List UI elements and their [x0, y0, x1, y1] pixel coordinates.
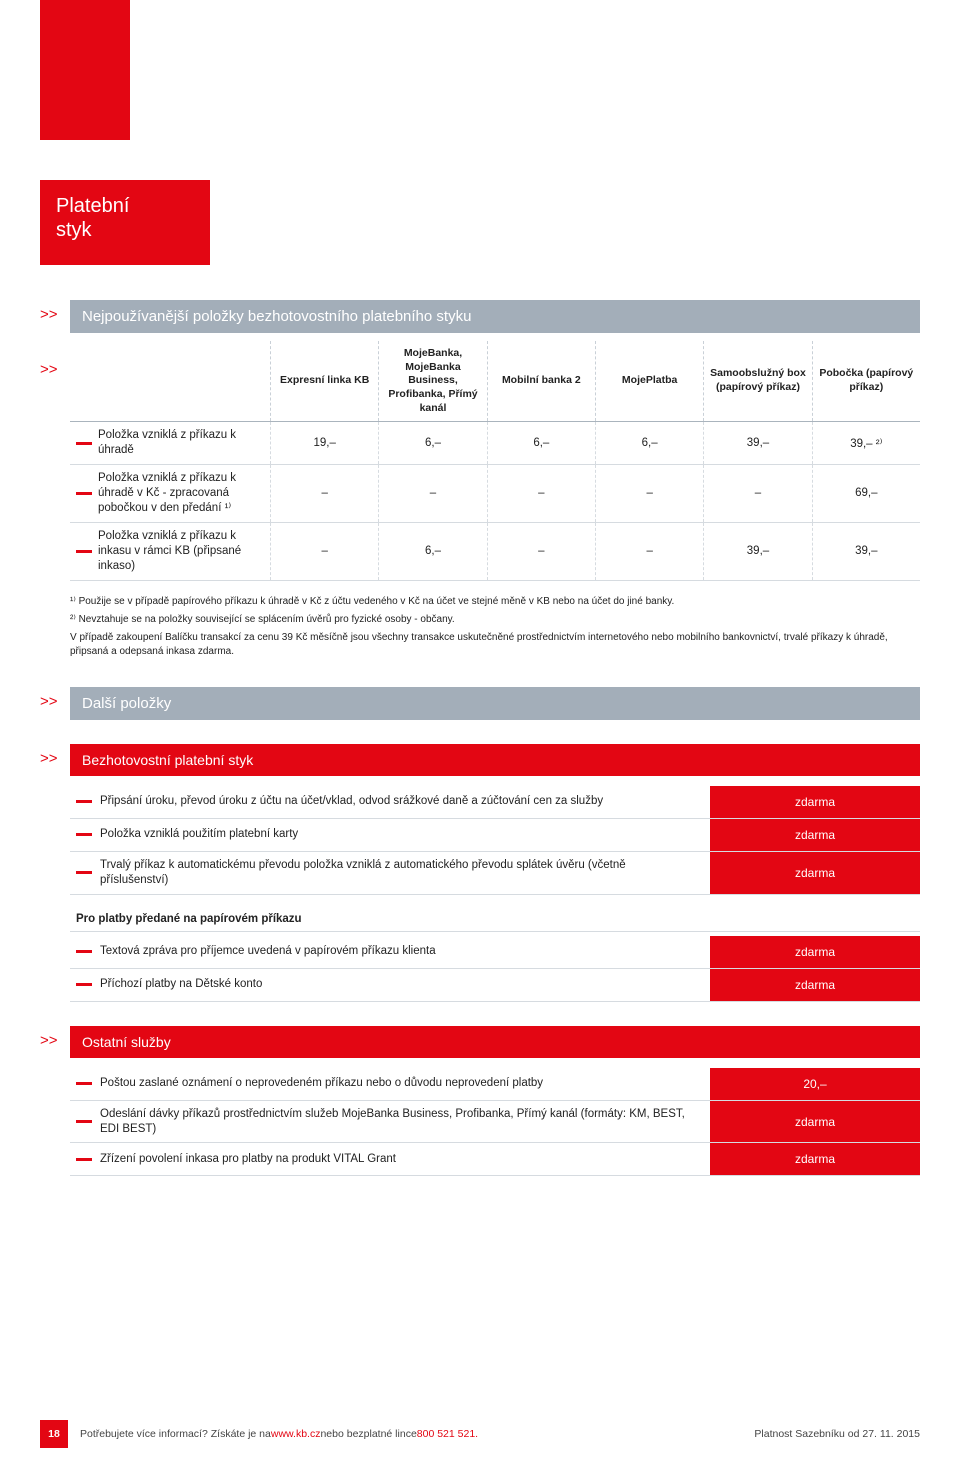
cell: –: [378, 465, 486, 522]
footnote-2: ²⁾ Nevztahuje se na položky související …: [70, 613, 920, 627]
cell: 6,–: [378, 422, 486, 464]
cell: 6,–: [378, 523, 486, 580]
price-label: Příchozí platby na Dětské konto: [100, 977, 262, 992]
price-row: Textová zpráva pro příjemce uvedená v pa…: [70, 936, 920, 969]
footer-text-a: Potřebujete více informací? Získáte je n…: [80, 1428, 271, 1440]
chevron-icon: >>: [40, 300, 70, 333]
cell: 39,–: [812, 523, 920, 580]
title-line1: Platební: [56, 194, 194, 218]
cell: –: [487, 523, 595, 580]
price-value: zdarma: [710, 786, 920, 818]
row-marker: [76, 442, 92, 445]
cell: –: [595, 465, 703, 522]
th-col3: Mobilní banka 2: [487, 341, 595, 421]
price-label: Připsání úroku, převod úroku z účtu na ú…: [100, 794, 603, 809]
cell: 6,–: [595, 422, 703, 464]
price-row: Odeslání dávky příkazů prostřednictvím s…: [70, 1101, 920, 1144]
row-marker: [76, 950, 92, 953]
cell: 69,–: [812, 465, 920, 522]
cell: 19,–: [270, 422, 378, 464]
th-col1: Expresní linka KB: [270, 341, 378, 421]
price-label: Textová zpráva pro příjemce uvedená v pa…: [100, 944, 436, 959]
price-row: Položka vzniklá použitím platební karty …: [70, 819, 920, 852]
section3-subhead: Pro platby předané na papírovém příkazu: [70, 905, 920, 932]
page-footer: 18 Potřebujete více informací? Získáte j…: [40, 1419, 920, 1448]
price-label: Odeslání dávky příkazů prostřednictvím s…: [100, 1107, 690, 1137]
chevron-icon: >>: [40, 341, 70, 422]
footnote-3: V případě zakoupení Balíčku transakcí za…: [70, 631, 920, 659]
price-value: zdarma: [710, 969, 920, 1001]
section3-heading: Bezhotovostní platební styk: [70, 744, 920, 776]
price-table-header: Expresní linka KB MojeBanka, MojeBanka B…: [70, 341, 920, 422]
price-value: zdarma: [710, 1101, 920, 1143]
cell: 39,–: [703, 523, 811, 580]
footer-text-b: nebo bezplatné lince: [320, 1428, 416, 1440]
price-row: Trvalý příkaz k automatickému převodu po…: [70, 852, 920, 895]
row-marker: [76, 833, 92, 836]
row-marker: [76, 800, 92, 803]
chevron-icon: >>: [40, 687, 70, 720]
cell: –: [703, 465, 811, 522]
cell: –: [595, 523, 703, 580]
th-blank: [70, 341, 270, 421]
price-value: zdarma: [710, 819, 920, 851]
row-marker: [76, 983, 92, 986]
price-row: Připsání úroku, převod úroku z účtu na ú…: [70, 786, 920, 819]
price-value: zdarma: [710, 936, 920, 968]
section4-heading: Ostatní služby: [70, 1026, 920, 1058]
table-row: Položka vzniklá z příkazu k inkasu v rám…: [70, 523, 920, 581]
page-number: 18: [40, 1420, 68, 1448]
row-marker: [76, 550, 92, 553]
price-label: Poštou zaslané oznámení o neprovedeném p…: [100, 1076, 543, 1091]
th-col2: MojeBanka, MojeBanka Business, Profibank…: [378, 341, 486, 421]
decorative-top-square: [40, 0, 130, 140]
row-marker: [76, 1120, 92, 1123]
price-label: Trvalý příkaz k automatickému převodu po…: [100, 858, 690, 888]
cell: 39,–: [703, 422, 811, 464]
cell: –: [487, 465, 595, 522]
th-col5: Samoobslužný box (papírový příkaz): [703, 341, 811, 421]
row-marker: [76, 871, 92, 874]
cell: 39,– ²⁾: [812, 422, 920, 464]
row-marker: [76, 492, 92, 495]
price-row: Poštou zaslané oznámení o neprovedeném p…: [70, 1068, 920, 1101]
th-col6: Pobočka (papírový příkaz): [812, 341, 920, 421]
row-label: Položka vzniklá z příkazu k úhradě v Kč …: [98, 471, 266, 516]
footnotes: ¹⁾ Použije se v případě papírového příka…: [70, 595, 920, 659]
row-label: Položka vzniklá z příkazu k úhradě: [98, 428, 266, 458]
section2-heading: Další položky: [70, 687, 920, 720]
price-value: zdarma: [710, 1143, 920, 1175]
row-marker: [76, 1158, 92, 1161]
footer-tel: 800 521 521.: [417, 1428, 478, 1440]
price-row: Příchozí platby na Dětské konto zdarma: [70, 969, 920, 1002]
price-label: Položka vzniklá použitím platební karty: [100, 827, 298, 842]
price-value: zdarma: [710, 852, 920, 894]
price-table-body: Položka vzniklá z příkazu k úhradě 19,– …: [70, 422, 920, 581]
price-value: 20,–: [710, 1068, 920, 1100]
chevron-icon: >>: [40, 744, 70, 776]
footnote-1: ¹⁾ Použije se v případě papírového příka…: [70, 595, 920, 609]
cell: –: [270, 523, 378, 580]
page-title: Platební styk: [40, 180, 210, 265]
table-row: Položka vzniklá z příkazu k úhradě 19,– …: [70, 422, 920, 465]
th-col4: MojePlatba: [595, 341, 703, 421]
row-label: Položka vzniklá z příkazu k inkasu v rám…: [98, 529, 266, 574]
title-line2: styk: [56, 218, 194, 242]
table-row: Položka vzniklá z příkazu k úhradě v Kč …: [70, 465, 920, 523]
cell: 6,–: [487, 422, 595, 464]
cell: –: [270, 465, 378, 522]
section1-heading: Nejpoužívanější položky bezhotovostního …: [70, 300, 920, 333]
price-row: Zřízení povolení inkasa pro platby na pr…: [70, 1143, 920, 1176]
footer-validity: Platnost Sazebníku od 27. 11. 2015: [754, 1428, 920, 1440]
chevron-icon: >>: [40, 1026, 70, 1058]
footer-link[interactable]: www.kb.cz: [271, 1428, 321, 1440]
price-label: Zřízení povolení inkasa pro platby na pr…: [100, 1152, 396, 1167]
row-marker: [76, 1082, 92, 1085]
